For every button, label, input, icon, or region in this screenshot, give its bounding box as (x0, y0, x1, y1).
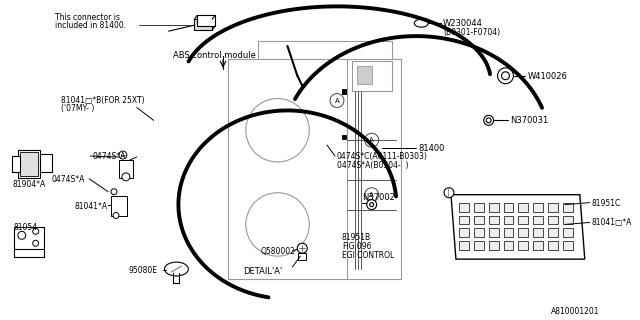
Bar (111, 196, 127, 215)
Circle shape (33, 228, 38, 234)
Polygon shape (451, 195, 585, 259)
Text: N370031: N370031 (511, 116, 548, 125)
Bar (518, 215, 528, 224)
Bar (504, 203, 513, 212)
Bar (459, 228, 469, 237)
Bar (459, 203, 469, 212)
Circle shape (502, 72, 509, 80)
Circle shape (365, 188, 379, 202)
Bar (352, 61, 392, 91)
Text: 0474S*C(A0111-B0303): 0474S*C(A0111-B0303) (337, 152, 428, 161)
Circle shape (370, 203, 374, 207)
Bar (548, 215, 558, 224)
Text: 81400: 81400 (419, 144, 445, 153)
Bar (459, 241, 469, 250)
Bar (518, 228, 528, 237)
Bar (518, 241, 528, 250)
Text: 0474S*A: 0474S*A (52, 175, 85, 184)
Bar (504, 228, 513, 237)
Circle shape (365, 133, 379, 147)
Bar (548, 228, 558, 237)
Bar (357, 66, 372, 84)
Text: (B0301-F0704): (B0301-F0704) (443, 28, 500, 37)
Bar (533, 241, 543, 250)
Text: ('07MY- ): ('07MY- ) (61, 105, 95, 114)
Bar (563, 228, 573, 237)
Circle shape (486, 118, 491, 123)
Bar (474, 215, 484, 224)
Bar (298, 253, 307, 260)
Bar (488, 215, 499, 224)
Bar (488, 203, 499, 212)
Bar (488, 228, 499, 237)
Ellipse shape (414, 19, 428, 27)
Bar (504, 241, 513, 250)
Bar (504, 215, 513, 224)
Bar (563, 241, 573, 250)
Bar (20, 152, 38, 176)
Bar (518, 203, 528, 212)
Text: A: A (369, 192, 374, 198)
Text: 81041*A: 81041*A (74, 202, 108, 211)
Circle shape (113, 212, 119, 219)
Bar (18, 150, 40, 178)
Text: ABS control module: ABS control module (173, 51, 257, 60)
Text: EGI CONTROL: EGI CONTROL (342, 251, 394, 260)
Circle shape (330, 93, 344, 108)
Bar (474, 203, 484, 212)
Circle shape (18, 231, 26, 239)
Bar (474, 241, 484, 250)
Circle shape (298, 243, 307, 253)
Text: 81904*A: 81904*A (13, 180, 46, 189)
Circle shape (497, 68, 513, 84)
Bar (563, 203, 573, 212)
Circle shape (119, 151, 127, 159)
Bar (197, 15, 215, 26)
Text: Q580002: Q580002 (260, 247, 296, 256)
Text: 0474S*A(B0304-  ): 0474S*A(B0304- ) (337, 161, 408, 170)
Bar (488, 241, 499, 250)
Bar (548, 203, 558, 212)
Text: 81951C: 81951C (592, 199, 621, 208)
Text: included in 81400.: included in 81400. (54, 21, 125, 30)
Bar (14, 228, 44, 249)
Bar (563, 215, 573, 224)
Text: 81951B: 81951B (342, 233, 371, 242)
Bar (195, 19, 212, 30)
Bar (12, 156, 20, 172)
Bar (533, 203, 543, 212)
Ellipse shape (164, 262, 188, 276)
Bar (474, 228, 484, 237)
Circle shape (33, 240, 38, 246)
Circle shape (367, 200, 376, 210)
Circle shape (111, 189, 117, 195)
Circle shape (246, 193, 309, 256)
Text: 81054: 81054 (14, 223, 38, 232)
Circle shape (122, 173, 130, 181)
Text: DETAIL'A': DETAIL'A' (243, 267, 282, 276)
Text: 95080E: 95080E (129, 266, 158, 275)
Text: W230044: W230044 (443, 19, 483, 28)
Text: N37002: N37002 (362, 193, 395, 202)
Bar (548, 241, 558, 250)
Text: A: A (335, 98, 339, 104)
Bar (533, 215, 543, 224)
Text: This connector is: This connector is (54, 13, 120, 22)
Circle shape (444, 188, 454, 198)
Text: A810001201: A810001201 (551, 307, 600, 316)
Text: A: A (369, 137, 374, 143)
Bar (119, 160, 133, 178)
Text: W410026: W410026 (527, 72, 567, 81)
Bar (342, 89, 347, 93)
Bar (40, 154, 52, 172)
Circle shape (246, 99, 309, 162)
Text: 81041□*B(FOR 25XT): 81041□*B(FOR 25XT) (61, 96, 145, 105)
Bar (342, 135, 346, 139)
Text: 81041□*A: 81041□*A (592, 219, 632, 228)
Text: 0474S*A: 0474S*A (92, 152, 125, 161)
Bar (459, 215, 469, 224)
Circle shape (484, 116, 493, 125)
Text: FIG.096: FIG.096 (342, 242, 371, 251)
Bar (533, 228, 543, 237)
